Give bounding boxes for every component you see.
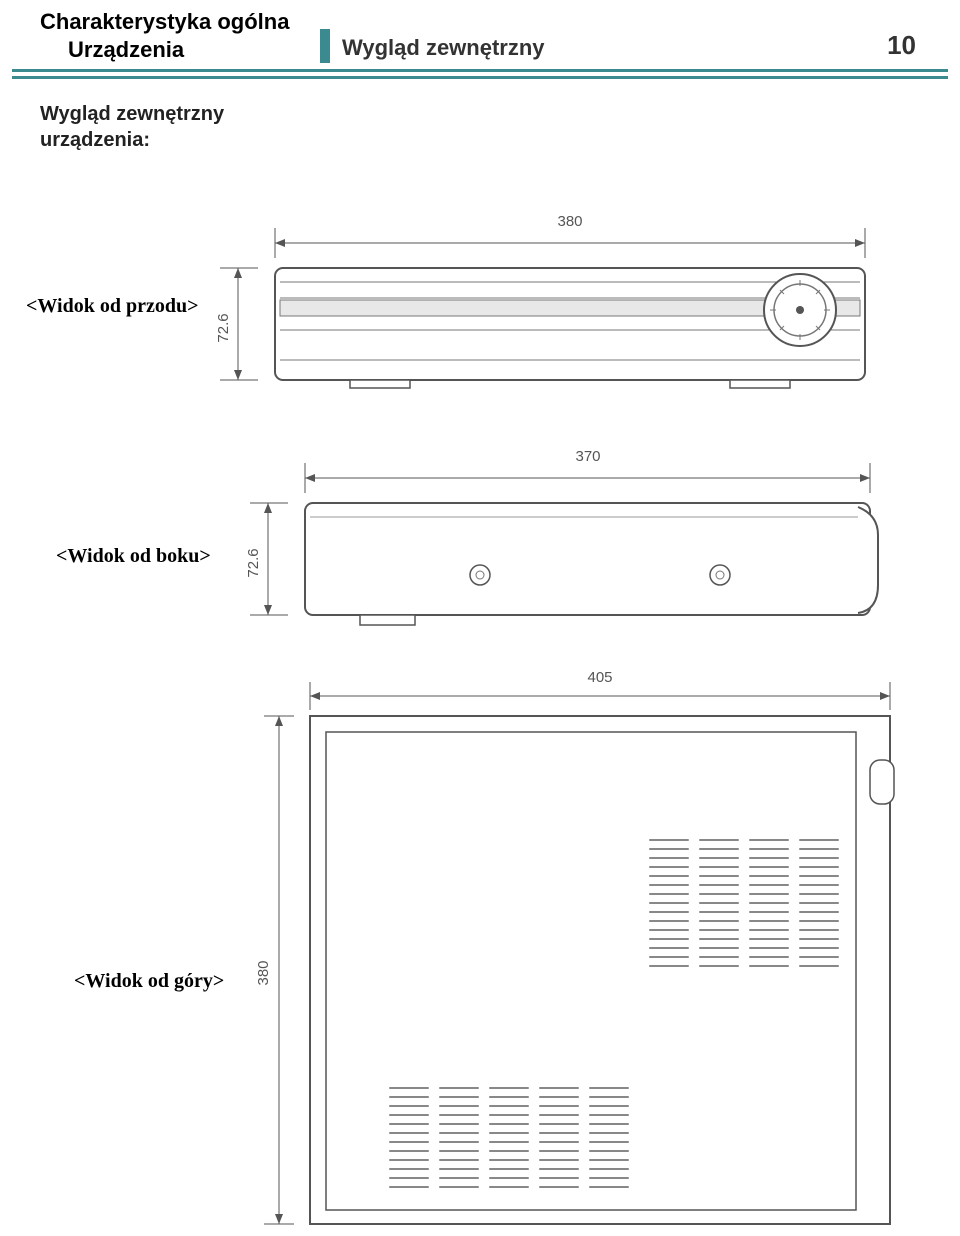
subheading-line2: urządzenia:	[40, 127, 960, 153]
header-title-line2: Urządzenia	[40, 36, 320, 64]
side-view-label: <Widok od boku>	[56, 545, 211, 568]
header-section: Wygląd zewnętrzny	[342, 35, 887, 63]
front-width-dim: 380	[557, 213, 582, 230]
front-view-label: <Widok od przodu>	[26, 295, 198, 318]
page-number: 10	[887, 30, 920, 63]
side-width-dim: 370	[575, 448, 600, 465]
header-divider	[320, 29, 330, 63]
header-title-line1: Charakterystyka ogólna	[40, 8, 320, 36]
header-title: Charakterystyka ogólna Urządzenia	[40, 8, 320, 63]
page-header: Charakterystyka ogólna Urządzenia Wygląd…	[0, 0, 960, 63]
top-width-dim: 405	[587, 669, 612, 686]
subheading: Wygląd zewnętrzny urządzenia:	[0, 79, 960, 153]
side-view-diagram: 370 72.6	[230, 445, 890, 645]
front-height-dim: 72.6	[215, 313, 232, 342]
header-rule	[12, 69, 948, 79]
top-view-diagram: 405 380 []	[250, 668, 910, 1228]
top-depth-dim: 380	[255, 960, 272, 985]
front-view-diagram: 380 72.6	[200, 210, 890, 400]
side-height-dim: 72.6	[245, 548, 262, 577]
top-view-label: <Widok od góry>	[74, 970, 224, 993]
subheading-line1: Wygląd zewnętrzny	[40, 101, 960, 127]
